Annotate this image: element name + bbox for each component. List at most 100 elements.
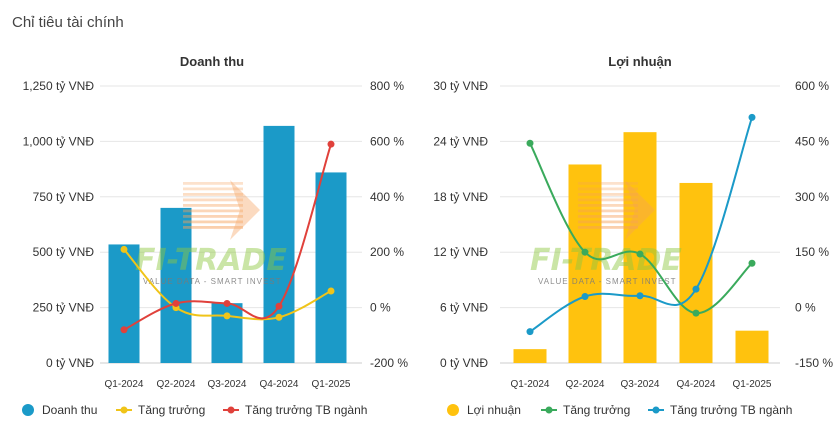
watermark-stripe — [183, 226, 243, 229]
data-point — [120, 245, 128, 253]
series-line — [529, 117, 753, 333]
watermark-stripe — [578, 193, 638, 196]
data-point — [526, 328, 534, 336]
watermark-stripe — [183, 198, 243, 202]
data-point — [275, 302, 283, 310]
y-tick-label: 30 tỷ VNĐ — [433, 79, 488, 93]
y2-tick-label: 300 % — [795, 190, 829, 204]
bar — [623, 132, 657, 363]
y-tick-label: 24 tỷ VNĐ — [433, 134, 488, 148]
x-tick-label: Q1-2025 — [733, 379, 772, 390]
x-tick-label: Q3-2024 — [621, 379, 660, 390]
x-tick-label: Q4-2024 — [677, 379, 716, 390]
y2-tick-label: 200 % — [370, 245, 404, 259]
data-point — [526, 139, 534, 147]
watermark-stripe — [183, 182, 243, 185]
y-tick-label: 18 tỷ VNĐ — [433, 190, 488, 204]
y-tick-label: 1,000 tỷ VNĐ — [23, 134, 95, 148]
data-point — [327, 287, 335, 295]
watermark-stripe — [578, 187, 638, 191]
bar — [735, 330, 769, 363]
data-point — [581, 248, 589, 256]
watermark-stripe — [578, 204, 638, 207]
bar — [263, 125, 295, 363]
chart-title: Lợi nhuận — [608, 54, 671, 69]
data-point — [327, 140, 335, 148]
y-tick-label: 750 tỷ VNĐ — [33, 190, 95, 204]
legend-marker — [447, 404, 459, 416]
bar — [568, 164, 602, 363]
data-point — [636, 292, 644, 300]
watermark-chevron — [230, 180, 260, 240]
watermark-subtext: VALUE DATA - SMART INVEST — [143, 277, 282, 286]
x-tick-label: Q2-2024 — [566, 379, 605, 390]
watermark-stripe — [183, 215, 243, 218]
chart-0: Doanh thu 0 tỷ VNĐ 250 tỷ VNĐ 500 tỷ VNĐ 750… — [22, 54, 408, 417]
data-point — [275, 313, 283, 321]
chart-1: Lợi nhuận 0 tỷ VNĐ 6 tỷ VNĐ 12 tỷ VNĐ 18 tỷ … — [433, 54, 833, 417]
data-point — [223, 312, 231, 320]
legend-label: Tăng trưởng — [138, 403, 205, 417]
data-point — [692, 309, 700, 317]
data-point — [223, 299, 231, 307]
legend-marker — [227, 406, 235, 414]
legend-marker — [22, 404, 34, 416]
x-tick-label: Q3-2024 — [208, 379, 247, 390]
y2-tick-label: 800 % — [370, 79, 404, 93]
watermark-subtext: VALUE DATA - SMART INVEST — [538, 277, 677, 286]
data-point — [748, 113, 756, 121]
data-point — [692, 285, 700, 293]
legend-label: Tăng trưởng TB ngành — [670, 403, 792, 417]
x-tick-label: Q2-2024 — [157, 379, 196, 390]
data-point — [748, 259, 756, 267]
watermark-stripe — [578, 220, 638, 224]
watermark-stripe — [578, 215, 638, 218]
legend-label: Lợi nhuận — [467, 403, 521, 417]
data-point — [581, 293, 589, 301]
bar — [108, 244, 140, 363]
legend-label: Tăng trưởng — [563, 403, 630, 417]
watermark-text: FI-TRADE — [530, 243, 682, 278]
x-tick-label: Q1-2024 — [105, 379, 144, 390]
page-title: Chỉ tiêu tài chính — [12, 14, 124, 31]
y2-tick-label: -200 % — [370, 356, 408, 370]
bar — [679, 182, 713, 363]
watermark-stripe — [578, 226, 638, 229]
y2-tick-label: 600 % — [795, 79, 829, 93]
y2-tick-label: 0 % — [795, 301, 816, 315]
watermark-stripe — [183, 220, 243, 224]
watermark-stripe — [578, 198, 638, 202]
y-tick-label: 0 tỷ VNĐ — [46, 356, 94, 370]
y2-tick-label: -150 % — [795, 356, 833, 370]
series-line — [123, 143, 332, 331]
chart-title: Doanh thu — [180, 54, 244, 69]
y2-tick-label: 600 % — [370, 134, 404, 148]
legend-marker — [652, 406, 660, 414]
watermark-stripe — [578, 182, 638, 185]
y-tick-label: 0 tỷ VNĐ — [440, 356, 488, 370]
y2-tick-label: 150 % — [795, 245, 829, 259]
watermark-stripe — [183, 193, 243, 196]
bar — [513, 349, 547, 363]
y2-tick-label: 400 % — [370, 190, 404, 204]
watermark-stripe — [183, 204, 243, 207]
legend-label: Doanh thu — [42, 403, 97, 417]
x-tick-label: Q1-2025 — [312, 379, 351, 390]
watermark-stripe — [183, 209, 243, 213]
watermark-stripe — [183, 187, 243, 191]
y-tick-label: 12 tỷ VNĐ — [433, 245, 488, 259]
x-tick-label: Q1-2024 — [511, 379, 550, 390]
watermark-text: FI-TRADE — [135, 243, 287, 278]
legend-marker — [120, 406, 128, 414]
data-point — [636, 250, 644, 258]
data-point — [172, 299, 180, 307]
y2-tick-label: 450 % — [795, 134, 829, 148]
legend-label: Tăng trưởng TB ngành — [245, 403, 367, 417]
bar — [211, 303, 243, 363]
bar — [315, 172, 347, 363]
watermark-stripe — [578, 209, 638, 213]
y2-tick-label: 0 % — [370, 301, 391, 315]
bar — [160, 207, 192, 363]
